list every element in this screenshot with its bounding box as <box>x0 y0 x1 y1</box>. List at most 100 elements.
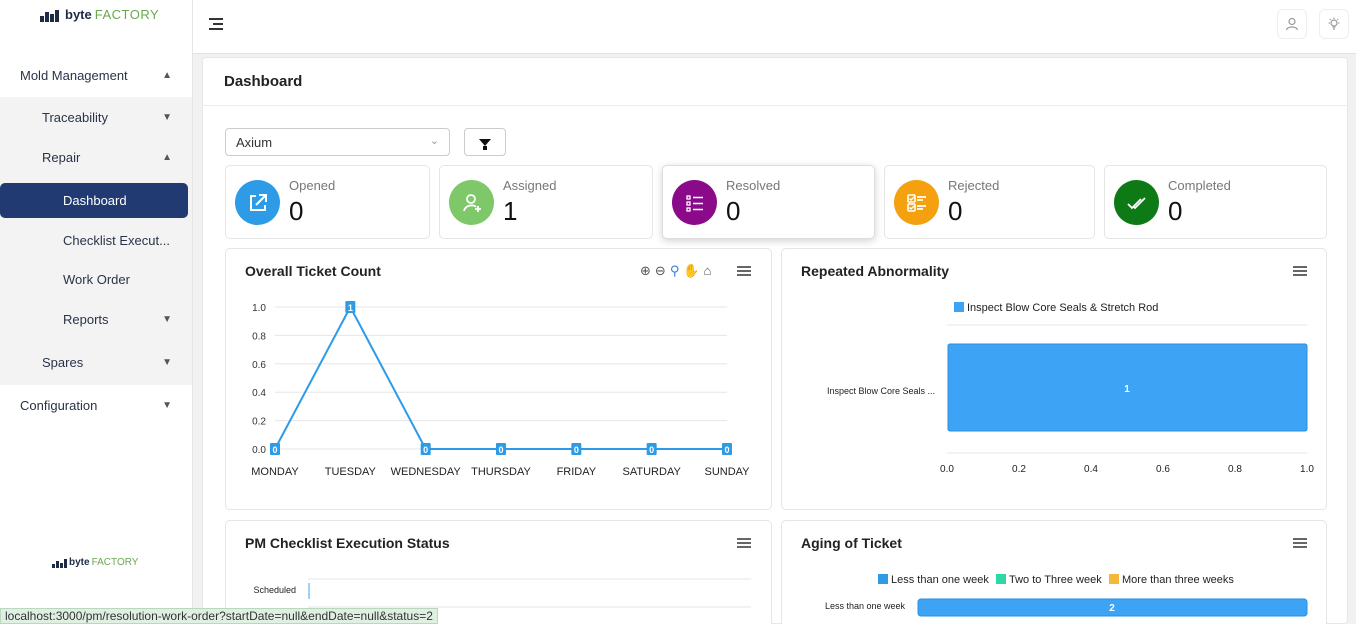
data-label: 1 <box>1124 384 1130 395</box>
chart-menu-icon[interactable] <box>1293 266 1307 276</box>
user-profile-button[interactable] <box>1277 9 1307 39</box>
y-tick-label: 0.0 <box>252 445 266 456</box>
double-check-icon <box>1126 196 1146 209</box>
x-tick-label: 0.8 <box>1228 464 1242 475</box>
zoom-out-icon[interactable]: ⊖ <box>654 263 666 278</box>
chart-menu-icon[interactable] <box>1293 538 1307 548</box>
stat-circle <box>1114 180 1159 225</box>
y-tick-label: Inspect Blow Core Seals ... <box>827 386 935 396</box>
stat-value: 1 <box>503 196 518 226</box>
sidebar-item-checklist-execution[interactable]: Checklist Execut... <box>0 220 192 260</box>
theme-toggle-button[interactable] <box>1319 9 1349 39</box>
sidebar-item-label: Mold Management <box>20 67 128 83</box>
status-bar-url: localhost:3000/pm/resolution-work-order?… <box>0 608 438 624</box>
stat-card-assigned[interactable]: Assigned 1 <box>439 165 653 239</box>
aging-chart: Less than one week Two to Three week More … <box>825 574 1308 617</box>
legend-label: Two to Three week <box>1009 574 1102 586</box>
aging-card: Aging of Ticket Less than one week Two to… <box>781 520 1327 624</box>
stat-card-opened[interactable]: Opened 0 <box>225 165 430 239</box>
sidebar-item-label: Traceability <box>42 109 108 125</box>
card-title: Overall Ticket Count <box>245 263 381 279</box>
zoom-select-icon[interactable]: ⚲ <box>669 263 680 278</box>
data-label: 0 <box>272 445 277 455</box>
sidebar-item-repair[interactable]: Repair ▲ <box>0 137 192 177</box>
data-label: 0 <box>649 445 654 455</box>
sidebar-item-traceability[interactable]: Traceability ▼ <box>0 97 192 137</box>
stat-label: Resolved <box>726 178 781 193</box>
sidebar-item-configuration[interactable]: Configuration ▼ <box>0 385 192 425</box>
sidebar-item-label: Work Order <box>63 271 130 287</box>
stat-label: Completed <box>1168 178 1231 193</box>
stat-card-resolved[interactable]: Resolved 0 <box>662 165 875 239</box>
series-line <box>274 304 727 450</box>
filter-icon <box>479 138 491 150</box>
stat-value: 0 <box>948 196 963 226</box>
pm-status-card: PM Checklist Execution Status Scheduled <box>225 520 772 624</box>
sidebar-item-reports[interactable]: Reports ▼ <box>0 299 192 339</box>
legend-label: Less than one week <box>891 574 989 586</box>
bar <box>917 598 1308 617</box>
brand-bold: byte <box>69 557 90 568</box>
sidebar-item-label: Reports <box>63 311 109 327</box>
chevron-down-icon: ▼ <box>162 313 172 325</box>
x-tick-label: SATURDAY <box>623 466 682 478</box>
data-point <box>646 443 657 455</box>
legend-swatch <box>878 574 888 584</box>
legend-swatch <box>954 302 964 312</box>
plant-select-value: Axium <box>236 135 273 150</box>
data-label: 1 <box>348 303 353 313</box>
factory-icon <box>52 558 67 568</box>
bar <box>308 583 310 599</box>
data-label: 2 <box>1109 603 1115 614</box>
card-title: Aging of Ticket <box>801 535 902 551</box>
card-title: Repeated Abnormality <box>801 263 950 279</box>
chevron-down-icon: ▼ <box>162 111 172 123</box>
sidebar: byte FACTORY Mold Management ▲ Traceabili… <box>0 0 193 624</box>
sidebar-item-mold-management[interactable]: Mold Management ▲ <box>0 55 192 95</box>
stat-card-rejected[interactable]: Rejected 0 <box>884 165 1095 239</box>
sidebar-item-spares[interactable]: Spares ▼ <box>0 342 192 382</box>
abnormality-card: Repeated Abnormality Inspect Blow Core S… <box>781 248 1327 510</box>
menu-collapse-icon[interactable] <box>209 18 223 30</box>
sidebar-item-work-order[interactable]: Work Order <box>0 259 192 299</box>
sidebar-item-label: Configuration <box>20 397 98 413</box>
chart-menu-icon[interactable] <box>737 538 751 548</box>
ticket-count-card: Overall Ticket Count ⊕ ⊖ ⚲ ✋ ⌂ 0.0 0.2 0.4… <box>225 248 772 510</box>
card-title: PM Checklist Execution Status <box>245 535 450 551</box>
y-tick-label: Less than one week <box>825 601 906 611</box>
stat-label: Assigned <box>503 178 557 193</box>
pan-icon[interactable]: ✋ <box>683 263 700 278</box>
x-tick-label: TUESDAY <box>325 466 377 478</box>
x-tick-label: WEDNESDAY <box>391 466 462 478</box>
chevron-down-icon: ▼ <box>162 356 172 368</box>
sidebar-item-dashboard[interactable]: Dashboard <box>0 183 188 218</box>
data-point <box>571 443 582 455</box>
data-point <box>270 443 280 455</box>
stat-circle <box>672 180 717 225</box>
data-label: 0 <box>423 445 428 455</box>
list-icon <box>685 194 703 212</box>
chart-menu-icon[interactable] <box>737 266 751 276</box>
chevron-up-icon: ▲ <box>162 151 172 163</box>
filter-button[interactable] <box>464 128 506 156</box>
stat-value: 0 <box>1168 196 1183 226</box>
x-tick-label: MONDAY <box>251 466 299 478</box>
brand-bold: byte <box>65 7 92 22</box>
stat-card-completed[interactable]: Completed 0 <box>1104 165 1327 239</box>
y-tick-label: 0.4 <box>252 388 266 399</box>
stat-value: 0 <box>726 196 741 226</box>
pm-status-chart: Scheduled <box>253 578 751 608</box>
user-plus-icon <box>462 193 481 212</box>
x-tick-label: 0.0 <box>940 464 954 475</box>
x-tick-label: 0.6 <box>1156 464 1170 475</box>
sidebar-item-label: Checklist Execut... <box>63 232 170 248</box>
factory-icon <box>40 8 62 22</box>
y-tick-label: 0.6 <box>252 360 266 371</box>
checklist-icon <box>906 193 926 212</box>
sidebar-item-label: Spares <box>42 354 84 370</box>
chevron-down-icon: ▼ <box>162 399 172 411</box>
x-tick-label: 0.4 <box>1084 464 1098 475</box>
home-reset-icon[interactable]: ⌂ <box>703 263 712 278</box>
plant-select[interactable]: Axium ⌄ <box>225 128 450 156</box>
zoom-in-icon[interactable]: ⊕ <box>640 263 651 278</box>
